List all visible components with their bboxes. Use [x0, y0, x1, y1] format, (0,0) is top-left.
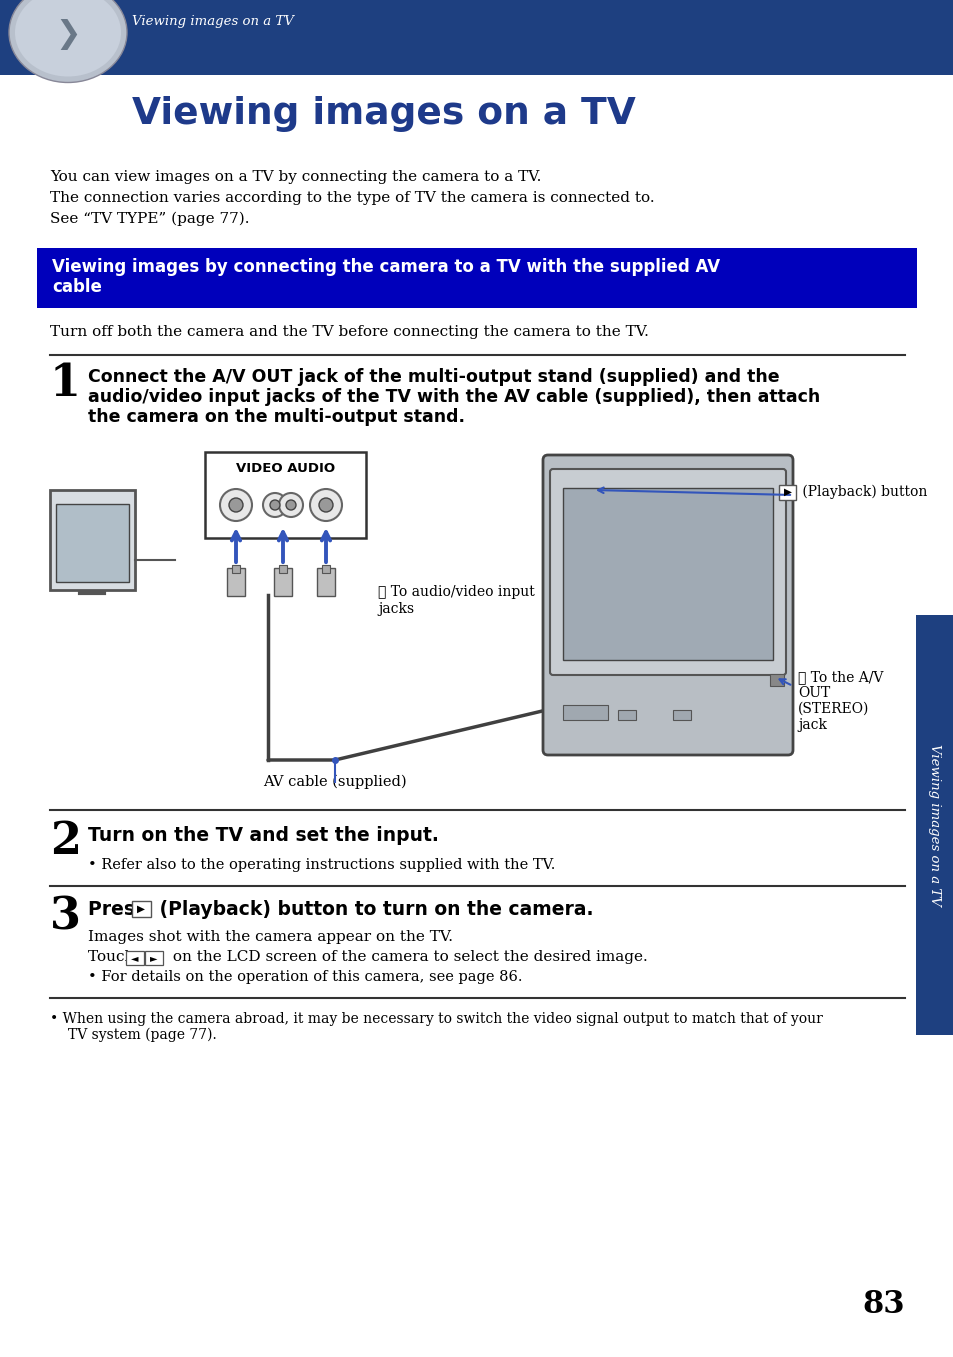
FancyBboxPatch shape: [232, 565, 240, 573]
Text: AV cable (supplied): AV cable (supplied): [263, 775, 406, 790]
Bar: [769, 674, 783, 687]
Text: Images shot with the camera appear on the TV.: Images shot with the camera appear on th…: [88, 930, 453, 944]
Text: 3: 3: [50, 896, 81, 939]
Text: TV system (page 77).: TV system (page 77).: [68, 1029, 216, 1042]
FancyBboxPatch shape: [278, 565, 287, 573]
Circle shape: [263, 493, 287, 517]
Bar: [50, 490, 135, 590]
Bar: [618, 710, 636, 721]
Text: Viewing images on a TV: Viewing images on a TV: [132, 15, 294, 28]
FancyBboxPatch shape: [322, 565, 330, 573]
Bar: [37, 248, 916, 308]
Circle shape: [286, 499, 295, 510]
Text: Viewing images on a TV: Viewing images on a TV: [132, 96, 635, 133]
Circle shape: [270, 499, 280, 510]
Text: audio/video input jacks of the TV with the AV cable (supplied), then attach: audio/video input jacks of the TV with t…: [88, 388, 820, 406]
Text: Turn on the TV and set the input.: Turn on the TV and set the input.: [88, 826, 438, 845]
FancyBboxPatch shape: [146, 950, 163, 965]
Text: cable: cable: [52, 278, 102, 296]
Text: Viewing images by connecting the camera to a TV with the supplied AV: Viewing images by connecting the camera …: [52, 258, 720, 275]
Text: • Refer also to the operating instructions supplied with the TV.: • Refer also to the operating instructio…: [88, 858, 555, 873]
FancyBboxPatch shape: [127, 950, 144, 965]
Text: VIDEO AUDIO: VIDEO AUDIO: [235, 463, 335, 475]
Text: (Playback) button to turn on the camera.: (Playback) button to turn on the camera.: [152, 900, 593, 919]
Text: • For details on the operation of this camera, see page 86.: • For details on the operation of this c…: [88, 970, 522, 984]
FancyBboxPatch shape: [542, 455, 792, 754]
Text: OUT: OUT: [797, 687, 829, 700]
FancyBboxPatch shape: [132, 901, 151, 917]
Text: ▶: ▶: [783, 487, 791, 497]
Text: Viewing images on a TV: Viewing images on a TV: [927, 744, 941, 906]
FancyBboxPatch shape: [205, 452, 366, 537]
Text: See “TV TYPE” (page 77).: See “TV TYPE” (page 77).: [50, 212, 250, 227]
Text: You can view images on a TV by connecting the camera to a TV.: You can view images on a TV by connectin…: [50, 170, 540, 185]
Circle shape: [220, 489, 252, 521]
Text: (STEREO): (STEREO): [797, 702, 868, 716]
Bar: [915, 615, 953, 1035]
FancyBboxPatch shape: [550, 470, 785, 674]
Circle shape: [229, 498, 243, 512]
Text: 83: 83: [862, 1289, 904, 1320]
Text: ❯: ❯: [55, 24, 81, 56]
Text: ►: ►: [150, 953, 157, 963]
Text: ② To the A/V: ② To the A/V: [797, 670, 882, 684]
Circle shape: [318, 498, 333, 512]
Bar: [562, 706, 607, 721]
Bar: [562, 489, 772, 660]
Text: Turn off both the camera and the TV before connecting the camera to the TV.: Turn off both the camera and the TV befo…: [50, 324, 648, 339]
Text: jack: jack: [797, 718, 826, 731]
Text: the camera on the multi-output stand.: the camera on the multi-output stand.: [88, 408, 464, 426]
FancyBboxPatch shape: [227, 569, 245, 596]
Ellipse shape: [12, 0, 124, 83]
Text: ① To audio/video input: ① To audio/video input: [377, 585, 535, 598]
Text: ▶: ▶: [137, 904, 145, 915]
Text: jacks: jacks: [377, 603, 414, 616]
Circle shape: [310, 489, 341, 521]
FancyBboxPatch shape: [274, 569, 292, 596]
Text: on the LCD screen of the camera to select the desired image.: on the LCD screen of the camera to selec…: [168, 950, 647, 963]
Bar: [0, 0, 953, 75]
Text: The connection varies according to the type of TV the camera is connected to.: The connection varies according to the t…: [50, 191, 654, 205]
FancyBboxPatch shape: [779, 484, 795, 499]
Text: (Playback) button: (Playback) button: [797, 484, 926, 499]
Text: Touch: Touch: [88, 950, 139, 963]
Text: ❯: ❯: [55, 19, 81, 50]
Ellipse shape: [9, 0, 127, 83]
Text: ◄: ◄: [132, 953, 138, 963]
Ellipse shape: [18, 0, 118, 76]
Bar: [672, 710, 690, 721]
Text: Connect the A/V OUT jack of the multi-output stand (supplied) and the: Connect the A/V OUT jack of the multi-ou…: [88, 368, 779, 385]
Text: • When using the camera abroad, it may be necessary to switch the video signal o: • When using the camera abroad, it may b…: [50, 1012, 822, 1026]
Text: 2: 2: [50, 820, 81, 863]
Text: 1: 1: [50, 362, 81, 404]
FancyBboxPatch shape: [316, 569, 335, 596]
Bar: [56, 503, 129, 582]
Text: Press: Press: [88, 900, 152, 919]
Circle shape: [278, 493, 303, 517]
Ellipse shape: [15, 0, 121, 76]
